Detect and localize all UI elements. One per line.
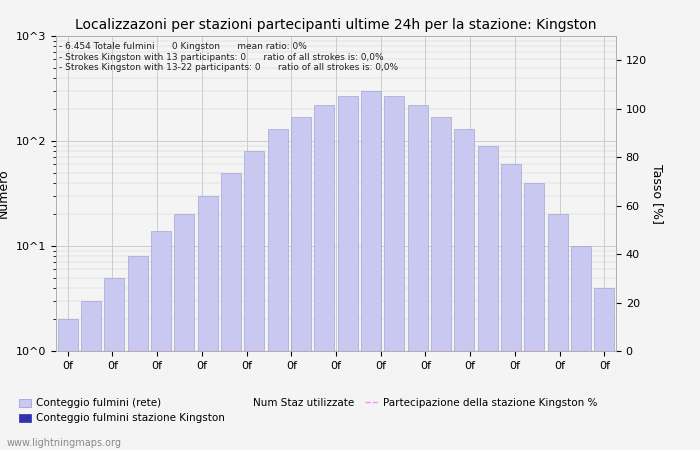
Bar <box>244 151 265 450</box>
Bar <box>151 231 171 450</box>
Legend: Conteggio fulmini (rete), Conteggio fulmini stazione Kingston, Num Staz utilizza: Conteggio fulmini (rete), Conteggio fulm… <box>15 394 601 428</box>
Bar <box>361 91 381 450</box>
Bar <box>314 105 335 450</box>
Y-axis label: Numero: Numero <box>0 169 10 218</box>
Bar <box>174 214 195 450</box>
Bar <box>57 320 78 450</box>
Bar <box>127 256 148 450</box>
Bar <box>594 288 615 450</box>
Text: - 6.454 Totale fulmini      0 Kingston      mean ratio: 0%
- Strokes Kingston wi: - 6.454 Totale fulmini 0 Kingston mean r… <box>59 42 398 72</box>
Bar <box>524 183 545 450</box>
Y-axis label: Tasso [%]: Tasso [%] <box>650 163 664 224</box>
Bar <box>431 117 451 450</box>
Bar <box>267 129 288 450</box>
Bar <box>221 173 241 450</box>
Title: Localizzazoni per stazioni partecipanti ultime 24h per la stazione: Kingston: Localizzazoni per stazioni partecipanti … <box>76 18 596 32</box>
Bar <box>291 117 311 450</box>
Bar <box>454 129 475 450</box>
Bar <box>384 96 405 450</box>
Bar <box>501 164 521 450</box>
Bar <box>547 214 568 450</box>
Bar <box>407 105 428 450</box>
Bar <box>571 246 591 450</box>
Bar <box>104 278 125 450</box>
Bar <box>197 196 218 450</box>
Bar <box>81 301 101 450</box>
Bar <box>337 96 358 450</box>
Bar <box>477 146 498 450</box>
Text: www.lightningmaps.org: www.lightningmaps.org <box>7 438 122 448</box>
